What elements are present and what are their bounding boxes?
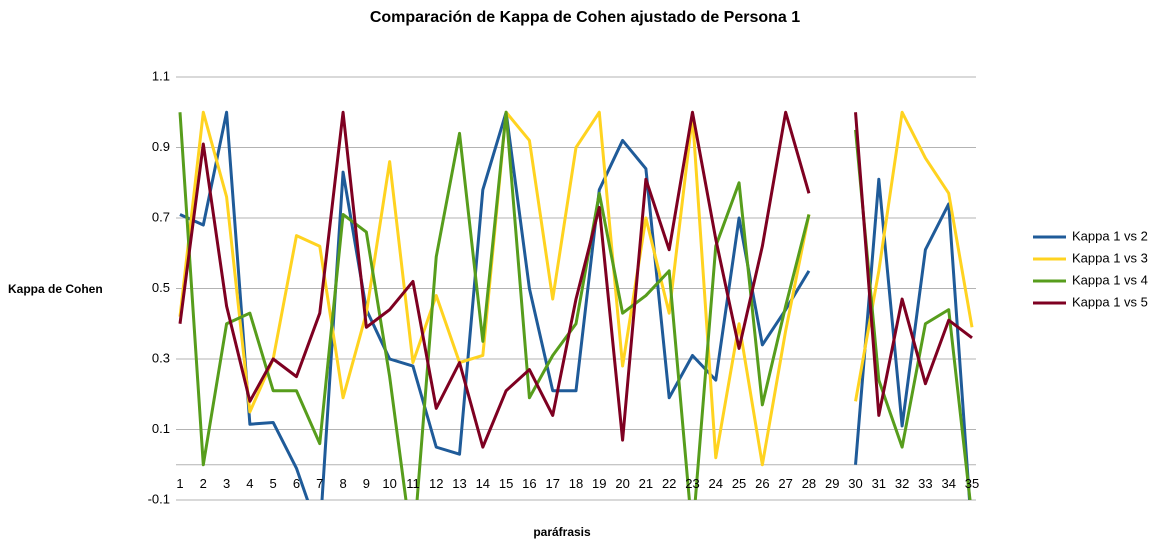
x-tick-label: 20 — [615, 476, 629, 491]
x-tick-label: 10 — [382, 476, 396, 491]
x-tick-label: 21 — [639, 476, 653, 491]
x-tick-label: 25 — [732, 476, 746, 491]
x-tick-label: 3 — [223, 476, 230, 491]
x-tick-label: 26 — [755, 476, 769, 491]
x-tick-label: 30 — [848, 476, 862, 491]
x-tick-label: 9 — [363, 476, 370, 491]
x-tick-label: 14 — [476, 476, 490, 491]
x-tick-label: 35 — [965, 476, 979, 491]
x-tick-label: 15 — [499, 476, 513, 491]
series-line — [178, 110, 972, 500]
legend-label: Kappa 1 vs 4 — [1072, 272, 1148, 287]
x-tick-label: 16 — [522, 476, 536, 491]
y-tick-label: -0.1 — [148, 491, 170, 506]
x-tick-label: 11 — [406, 476, 420, 491]
chart-title: Comparación de Kappa de Cohen ajustado d… — [370, 9, 800, 26]
x-tick-label: 28 — [802, 476, 816, 491]
plot-area — [178, 110, 974, 500]
labels: -0.10.10.30.50.70.91.11 2 3 4 5 6 7 8 9 10 11 12 13 1… — [148, 68, 1148, 506]
x-tick-label: 33 — [918, 476, 932, 491]
x-tick-label: 34 — [941, 476, 955, 491]
x-tick-label: 13 — [452, 476, 466, 491]
x-tick-label: 27 — [778, 476, 792, 491]
y-tick-label: 0.1 — [152, 421, 170, 436]
x-tick-label: 19 — [592, 476, 606, 491]
x-tick-label: 2 — [200, 476, 207, 491]
legend-label: Kappa 1 vs 2 — [1072, 228, 1148, 243]
x-tick-label: 22 — [662, 476, 676, 491]
y-tick-label: 0.7 — [152, 209, 170, 224]
x-tick-label: 24 — [709, 476, 723, 491]
y-axis-label: Kappa de Cohen — [8, 282, 103, 296]
x-tick-label: 8 — [339, 476, 346, 491]
x-tick-label: 32 — [895, 476, 909, 491]
x-tick-label: 29 — [825, 476, 839, 491]
x-tick-label: 17 — [545, 476, 559, 491]
y-tick-label: 0.5 — [152, 280, 170, 295]
y-tick-label: 0.3 — [152, 350, 170, 365]
x-tick-label: 7 — [316, 476, 323, 491]
y-tick-label: 1.1 — [152, 68, 170, 83]
x-tick-label: 6 — [293, 476, 300, 491]
x-tick-label: 18 — [569, 476, 583, 491]
x-tick-label: 12 — [429, 476, 443, 491]
x-tick-label: 31 — [872, 476, 886, 491]
series-line — [178, 110, 973, 449]
x-tick-label: 5 — [270, 476, 277, 491]
x-tick-label: 23 — [685, 476, 699, 491]
x-tick-label: 1 — [176, 476, 183, 491]
y-tick-label: 0.9 — [152, 139, 170, 154]
legend-label: Kappa 1 vs 5 — [1072, 294, 1148, 309]
x-tick-label: 4 — [246, 476, 253, 491]
x-axis-label: paráfrasis — [533, 525, 591, 539]
legend-label: Kappa 1 vs 3 — [1072, 250, 1148, 265]
